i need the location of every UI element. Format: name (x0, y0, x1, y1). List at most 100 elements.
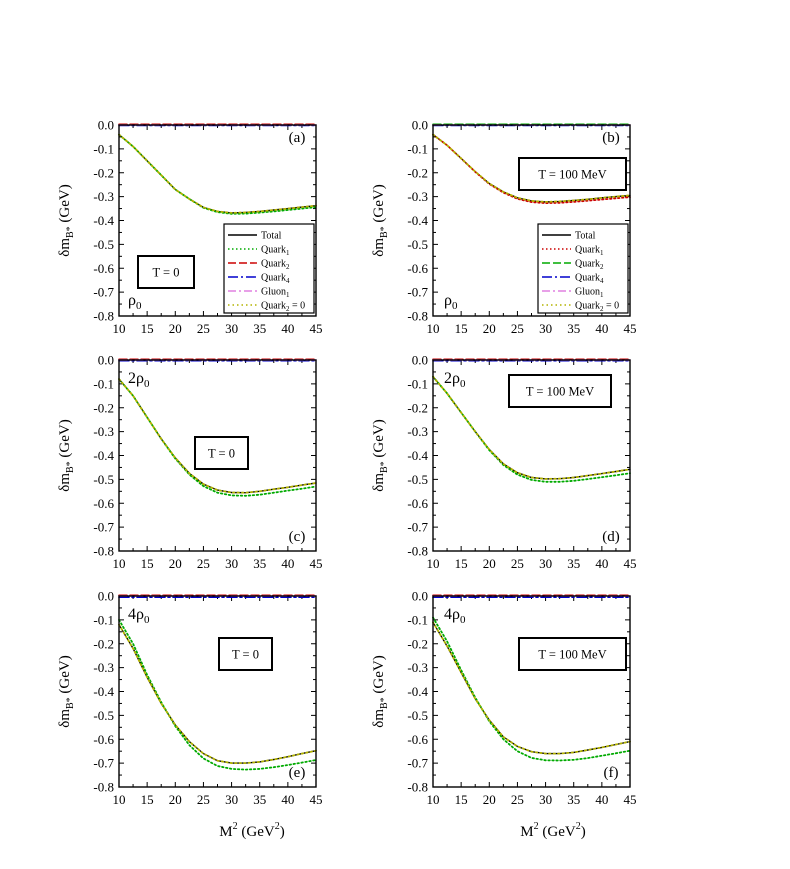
x-tick-label: 10 (113, 321, 126, 336)
y-axis-label: δmB* (GeV) (57, 419, 76, 492)
panel-tag: (f) (604, 765, 619, 781)
y-tick-label: -0.1 (93, 376, 114, 391)
series-line-total (118, 623, 317, 764)
x-tick-label: 25 (511, 792, 524, 807)
series-line-quark20 (118, 623, 317, 764)
temperature-box (137, 255, 195, 289)
legend-label: Quark2 = 0 (575, 301, 619, 314)
plot-frame (432, 124, 631, 317)
y-tick-label: -0.6 (93, 732, 114, 747)
series-line-quark20 (118, 378, 317, 494)
plot-frame (432, 359, 631, 552)
x-tick-label: 10 (427, 556, 440, 571)
legend-label: Quark4 (261, 273, 290, 286)
legend-label: Quark2 (575, 259, 604, 272)
series-line-quark20 (432, 375, 631, 480)
y-tick-label: -0.2 (407, 400, 428, 415)
x-tick-label: 30 (225, 556, 238, 571)
density-label: ρ0 (128, 292, 142, 312)
y-tick-label: -0.2 (93, 400, 114, 415)
y-tick-label: -0.8 (93, 544, 114, 559)
temperature-label: T = 100 MeV (538, 648, 606, 662)
x-tick-label: 20 (483, 556, 496, 571)
x-tick-label: 15 (141, 792, 154, 807)
y-tick-label: -0.3 (407, 660, 428, 675)
x-tick-label: 20 (483, 321, 496, 336)
y-tick-label: -0.1 (407, 376, 428, 391)
legend-label: Total (575, 231, 596, 242)
panel-tag: (c) (289, 529, 306, 545)
y-tick-label: 0.0 (412, 353, 428, 368)
temperature-label: T = 0 (153, 266, 180, 280)
legend-label: Gluon1 (575, 287, 604, 300)
y-tick-label: 0.0 (98, 589, 114, 604)
temperature-label: T = 0 (208, 447, 235, 461)
series-line-total (118, 378, 317, 494)
y-tick-label: -0.5 (93, 708, 114, 723)
y-tick-label: 0.0 (98, 353, 114, 368)
x-tick-label: 10 (113, 792, 126, 807)
y-tick-label: -0.2 (407, 165, 428, 180)
series-line-quark1 (432, 616, 631, 762)
x-tick-label: 40 (281, 792, 294, 807)
temperature-box (518, 637, 627, 671)
y-tick-label: -0.3 (93, 660, 114, 675)
x-tick-label: 30 (539, 556, 552, 571)
series-line-quark20 (432, 621, 631, 755)
y-tick-label: -0.4 (407, 448, 428, 463)
legend-label: Quark1 (575, 245, 604, 258)
y-tick-label: -0.3 (407, 189, 428, 204)
y-tick-label: -0.7 (93, 756, 114, 771)
density-label: 2ρ0 (444, 370, 466, 390)
series-line-quark20 (118, 133, 317, 214)
y-tick-label: -0.4 (93, 448, 114, 463)
legend-label: Quark1 (261, 245, 290, 258)
y-tick-label: -0.7 (93, 285, 114, 300)
y-tick-label: -0.4 (93, 213, 114, 228)
x-tick-label: 15 (141, 321, 154, 336)
series-line-quark1 (118, 619, 317, 771)
x-tick-label: 45 (624, 792, 637, 807)
y-tick-label: -0.6 (407, 732, 428, 747)
x-tick-label: 35 (253, 321, 266, 336)
y-tick-label: -0.5 (407, 708, 428, 723)
y-tick-label: -0.8 (407, 544, 428, 559)
y-tick-label: 0.0 (412, 589, 428, 604)
x-tick-label: 35 (253, 556, 266, 571)
y-tick-label: -0.5 (407, 237, 428, 252)
x-tick-label: 45 (624, 556, 637, 571)
panel-tag: (e) (289, 765, 306, 781)
y-tick-label: -0.6 (93, 496, 114, 511)
y-tick-label: -0.1 (407, 612, 428, 627)
legend-label: Quark2 = 0 (261, 301, 305, 314)
y-tick-label: -0.4 (93, 684, 114, 699)
x-tick-label: 15 (141, 556, 154, 571)
y-tick-label: -0.6 (407, 496, 428, 511)
y-tick-label: -0.4 (407, 684, 428, 699)
density-label: 4ρ0 (444, 606, 466, 626)
x-tick-label: 30 (225, 321, 238, 336)
y-tick-label: -0.2 (407, 636, 428, 651)
y-tick-label: -0.8 (407, 780, 428, 795)
y-tick-label: -0.1 (93, 612, 114, 627)
panel-d: 10 15 20 25 30 35 40 45 0.0 -0.1 -0.2 -0.3 -0.4 -0.5 -… (371, 353, 637, 572)
legend-box (537, 223, 629, 314)
density-label: 2ρ0 (128, 370, 150, 390)
y-axis-label: δmB* (GeV) (371, 655, 390, 728)
y-tick-label: -0.7 (93, 520, 114, 535)
x-axis-label-right: M2 (GeV2) (520, 821, 585, 840)
legend-label: Quark2 (261, 259, 290, 272)
x-tick-label: 40 (281, 321, 294, 336)
x-tick-label: 40 (595, 321, 608, 336)
plot-frame (118, 359, 317, 552)
y-tick-label: -0.2 (93, 165, 114, 180)
temperature-label: T = 100 MeV (538, 168, 606, 182)
series-line-quark1 (118, 133, 317, 215)
x-tick-label: 40 (281, 556, 294, 571)
y-axis-label: δmB* (GeV) (371, 184, 390, 257)
series-line-quark1 (432, 133, 631, 205)
x-tick-label: 30 (539, 321, 552, 336)
y-tick-label: -0.3 (407, 424, 428, 439)
y-tick-label: -0.5 (407, 472, 428, 487)
x-tick-label: 15 (455, 792, 468, 807)
